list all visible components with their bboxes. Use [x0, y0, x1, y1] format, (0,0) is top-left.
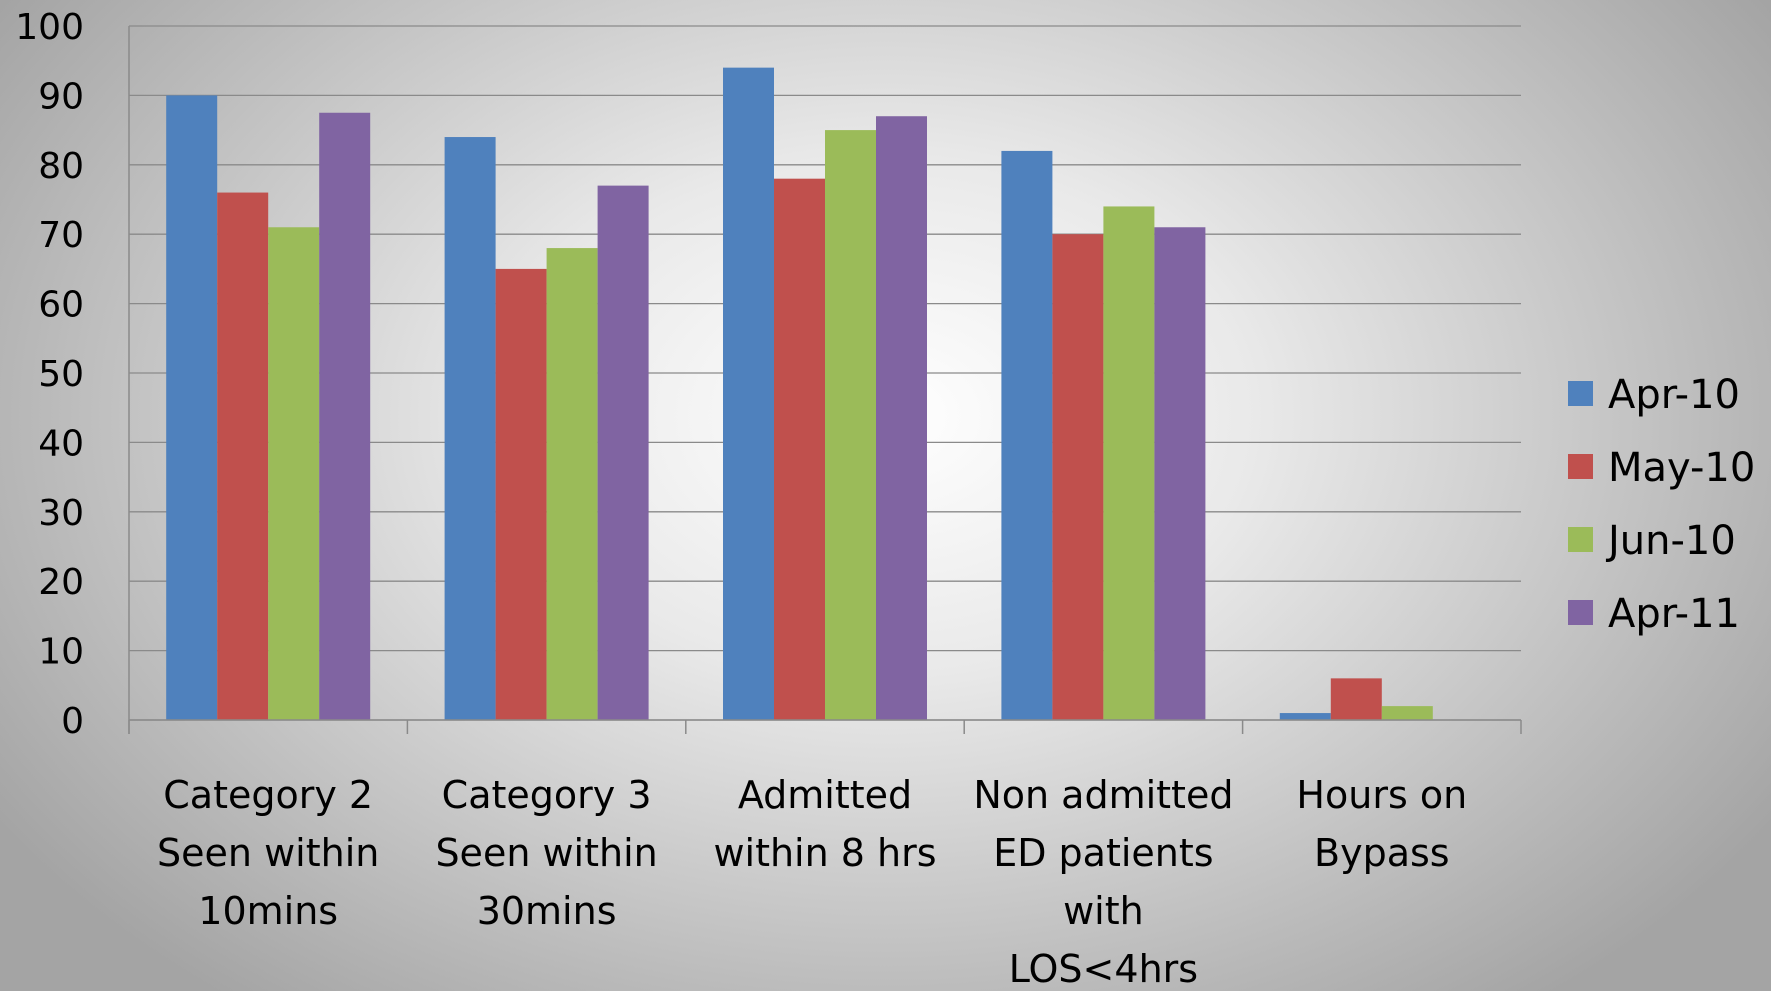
y-tick-label: 30	[38, 493, 84, 534]
legend-label: May-10	[1608, 445, 1755, 491]
x-category-label: Category 2 Seen within 10mins	[157, 773, 379, 933]
x-category-label-line: Category 3	[442, 773, 652, 817]
x-category-label: Admitted within 8 hrs	[713, 773, 936, 875]
bar-may-10	[774, 178, 825, 720]
x-category-label-line: ED patients	[993, 831, 1213, 875]
bar-apr-10	[166, 95, 218, 720]
bar-apr-11	[319, 112, 371, 720]
bar-apr-11	[876, 116, 927, 721]
y-tick-label: 100	[15, 7, 84, 48]
x-category-label-line: Seen within	[157, 831, 379, 875]
bar-jun-10	[1381, 706, 1433, 720]
x-axis-category-labels: Category 2 Seen within 10mins Category 3 See…	[157, 773, 1467, 991]
bar-may-10	[1052, 234, 1104, 720]
legend-swatch	[1568, 527, 1593, 552]
legend: Apr-10 May-10 Jun-10 Apr-11	[1568, 372, 1755, 637]
x-category-label: Non admitted ED patients with LOS<4hrs	[973, 773, 1233, 991]
x-category-label-line: Category 2	[163, 773, 373, 817]
x-axis	[128, 26, 1522, 734]
bar-may-10	[495, 268, 547, 720]
x-category-label: Hours on Bypass	[1296, 773, 1467, 875]
legend-label: Jun-10	[1605, 518, 1736, 564]
x-category-label-line: within 8 hrs	[713, 831, 936, 875]
x-category-label-line: Admitted	[738, 773, 912, 817]
bar-may-10	[217, 192, 269, 720]
bar-apr-10	[1279, 713, 1331, 720]
bar-jun-10	[546, 248, 598, 720]
x-category-label-line: Hours on	[1296, 773, 1467, 817]
bar-jun-10	[1103, 206, 1155, 720]
x-category-label: Category 3 Seen within 30mins	[435, 773, 657, 933]
legend-swatch	[1568, 600, 1593, 625]
y-tick-label: 40	[38, 423, 84, 464]
legend-label: Apr-11	[1608, 591, 1740, 637]
x-category-label-line: Seen within	[435, 831, 657, 875]
legend-label: Apr-10	[1608, 372, 1740, 418]
x-category-label-line: with	[1063, 889, 1144, 933]
y-tick-label: 10	[38, 632, 84, 673]
bars	[166, 67, 1433, 721]
bar-apr-10	[1001, 150, 1053, 721]
y-tick-label: 20	[38, 562, 84, 603]
y-tick-label: 50	[38, 354, 84, 395]
y-tick-label: 0	[61, 701, 84, 742]
y-tick-label: 60	[38, 285, 84, 326]
legend-swatch	[1568, 381, 1593, 406]
y-tick-label: 70	[38, 215, 84, 256]
x-category-label-line: LOS<4hrs	[1009, 947, 1198, 991]
bar-jun-10	[268, 227, 320, 720]
y-tick-label: 90	[38, 76, 84, 117]
bar-may-10	[1330, 678, 1382, 720]
bar-apr-10	[444, 137, 496, 721]
bar-apr-11	[1154, 227, 1206, 720]
x-category-label-line: 10mins	[198, 889, 338, 933]
x-category-label-line: Non admitted	[973, 773, 1233, 817]
x-category-label-line: Bypass	[1314, 831, 1450, 875]
bar-apr-10	[723, 67, 774, 720]
bar-apr-11	[597, 185, 649, 720]
legend-swatch	[1568, 454, 1593, 479]
y-axis-tick-labels: 0 10 20 30 40 50 60 70 80 90 100	[15, 7, 84, 742]
y-tick-label: 80	[38, 146, 84, 187]
bar-jun-10	[825, 130, 876, 721]
x-category-label-line: 30mins	[477, 889, 617, 933]
